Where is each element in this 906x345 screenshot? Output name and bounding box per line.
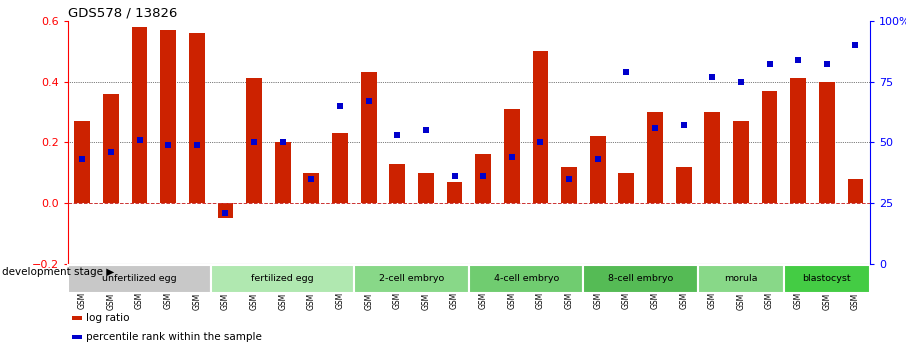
Text: 8-cell embryo: 8-cell embryo [608, 274, 673, 283]
Bar [390, 164, 405, 203]
Point [820, 62, 834, 67]
Bar [246, 78, 262, 203]
Point [361, 98, 376, 104]
Text: development stage ▶: development stage ▶ [2, 267, 114, 277]
Bar [68, 265, 211, 293]
Point [762, 62, 776, 67]
Bar [131, 27, 148, 203]
Point [103, 149, 118, 155]
Text: 4-cell embryo: 4-cell embryo [494, 274, 559, 283]
Bar [504, 109, 520, 203]
Bar [676, 167, 691, 203]
Point [419, 127, 433, 133]
Point [333, 103, 347, 109]
Point [619, 69, 633, 75]
Point [189, 142, 204, 148]
Text: fertilized egg: fertilized egg [251, 274, 314, 283]
Text: 2-cell embryo: 2-cell embryo [379, 274, 444, 283]
Point [161, 142, 176, 148]
Text: unfertilized egg: unfertilized egg [102, 274, 177, 283]
Bar [647, 112, 663, 203]
Point [505, 154, 519, 160]
Bar [211, 265, 354, 293]
Point [734, 79, 748, 84]
Point [390, 132, 404, 138]
Point [677, 122, 691, 128]
Point [791, 57, 805, 62]
Bar [160, 30, 176, 203]
Point [132, 137, 147, 142]
Point [591, 157, 605, 162]
Bar [275, 142, 291, 203]
Bar [698, 265, 784, 293]
Bar [583, 265, 698, 293]
Point [562, 176, 576, 181]
Bar [762, 91, 777, 203]
Point [275, 139, 290, 145]
Text: morula: morula [724, 274, 757, 283]
Bar [447, 182, 462, 203]
Bar [333, 133, 348, 203]
Text: percentile rank within the sample: percentile rank within the sample [86, 332, 262, 342]
Bar [704, 112, 720, 203]
Text: GDS578 / 13826: GDS578 / 13826 [68, 7, 178, 20]
Bar [533, 51, 548, 203]
Bar [848, 179, 863, 203]
Bar [354, 265, 469, 293]
Text: log ratio: log ratio [86, 313, 130, 323]
Point [648, 125, 662, 130]
Point [448, 174, 462, 179]
Point [246, 139, 261, 145]
Bar [619, 173, 634, 203]
Bar [733, 121, 748, 203]
Bar [217, 203, 234, 218]
Bar [189, 33, 205, 203]
Bar [469, 265, 583, 293]
Point [218, 210, 233, 216]
Bar [590, 136, 605, 203]
Point [705, 74, 719, 79]
Bar [361, 72, 377, 203]
Bar [790, 78, 806, 203]
Point [75, 157, 90, 162]
Text: blastocyst: blastocyst [803, 274, 851, 283]
Bar [561, 167, 577, 203]
Point [848, 42, 863, 48]
Bar [74, 121, 90, 203]
Bar [418, 173, 434, 203]
Bar [784, 265, 870, 293]
Bar [103, 94, 119, 203]
Point [476, 174, 490, 179]
Point [304, 176, 319, 181]
Bar [819, 81, 834, 203]
Bar [476, 155, 491, 203]
Point [534, 139, 548, 145]
Bar [304, 173, 319, 203]
